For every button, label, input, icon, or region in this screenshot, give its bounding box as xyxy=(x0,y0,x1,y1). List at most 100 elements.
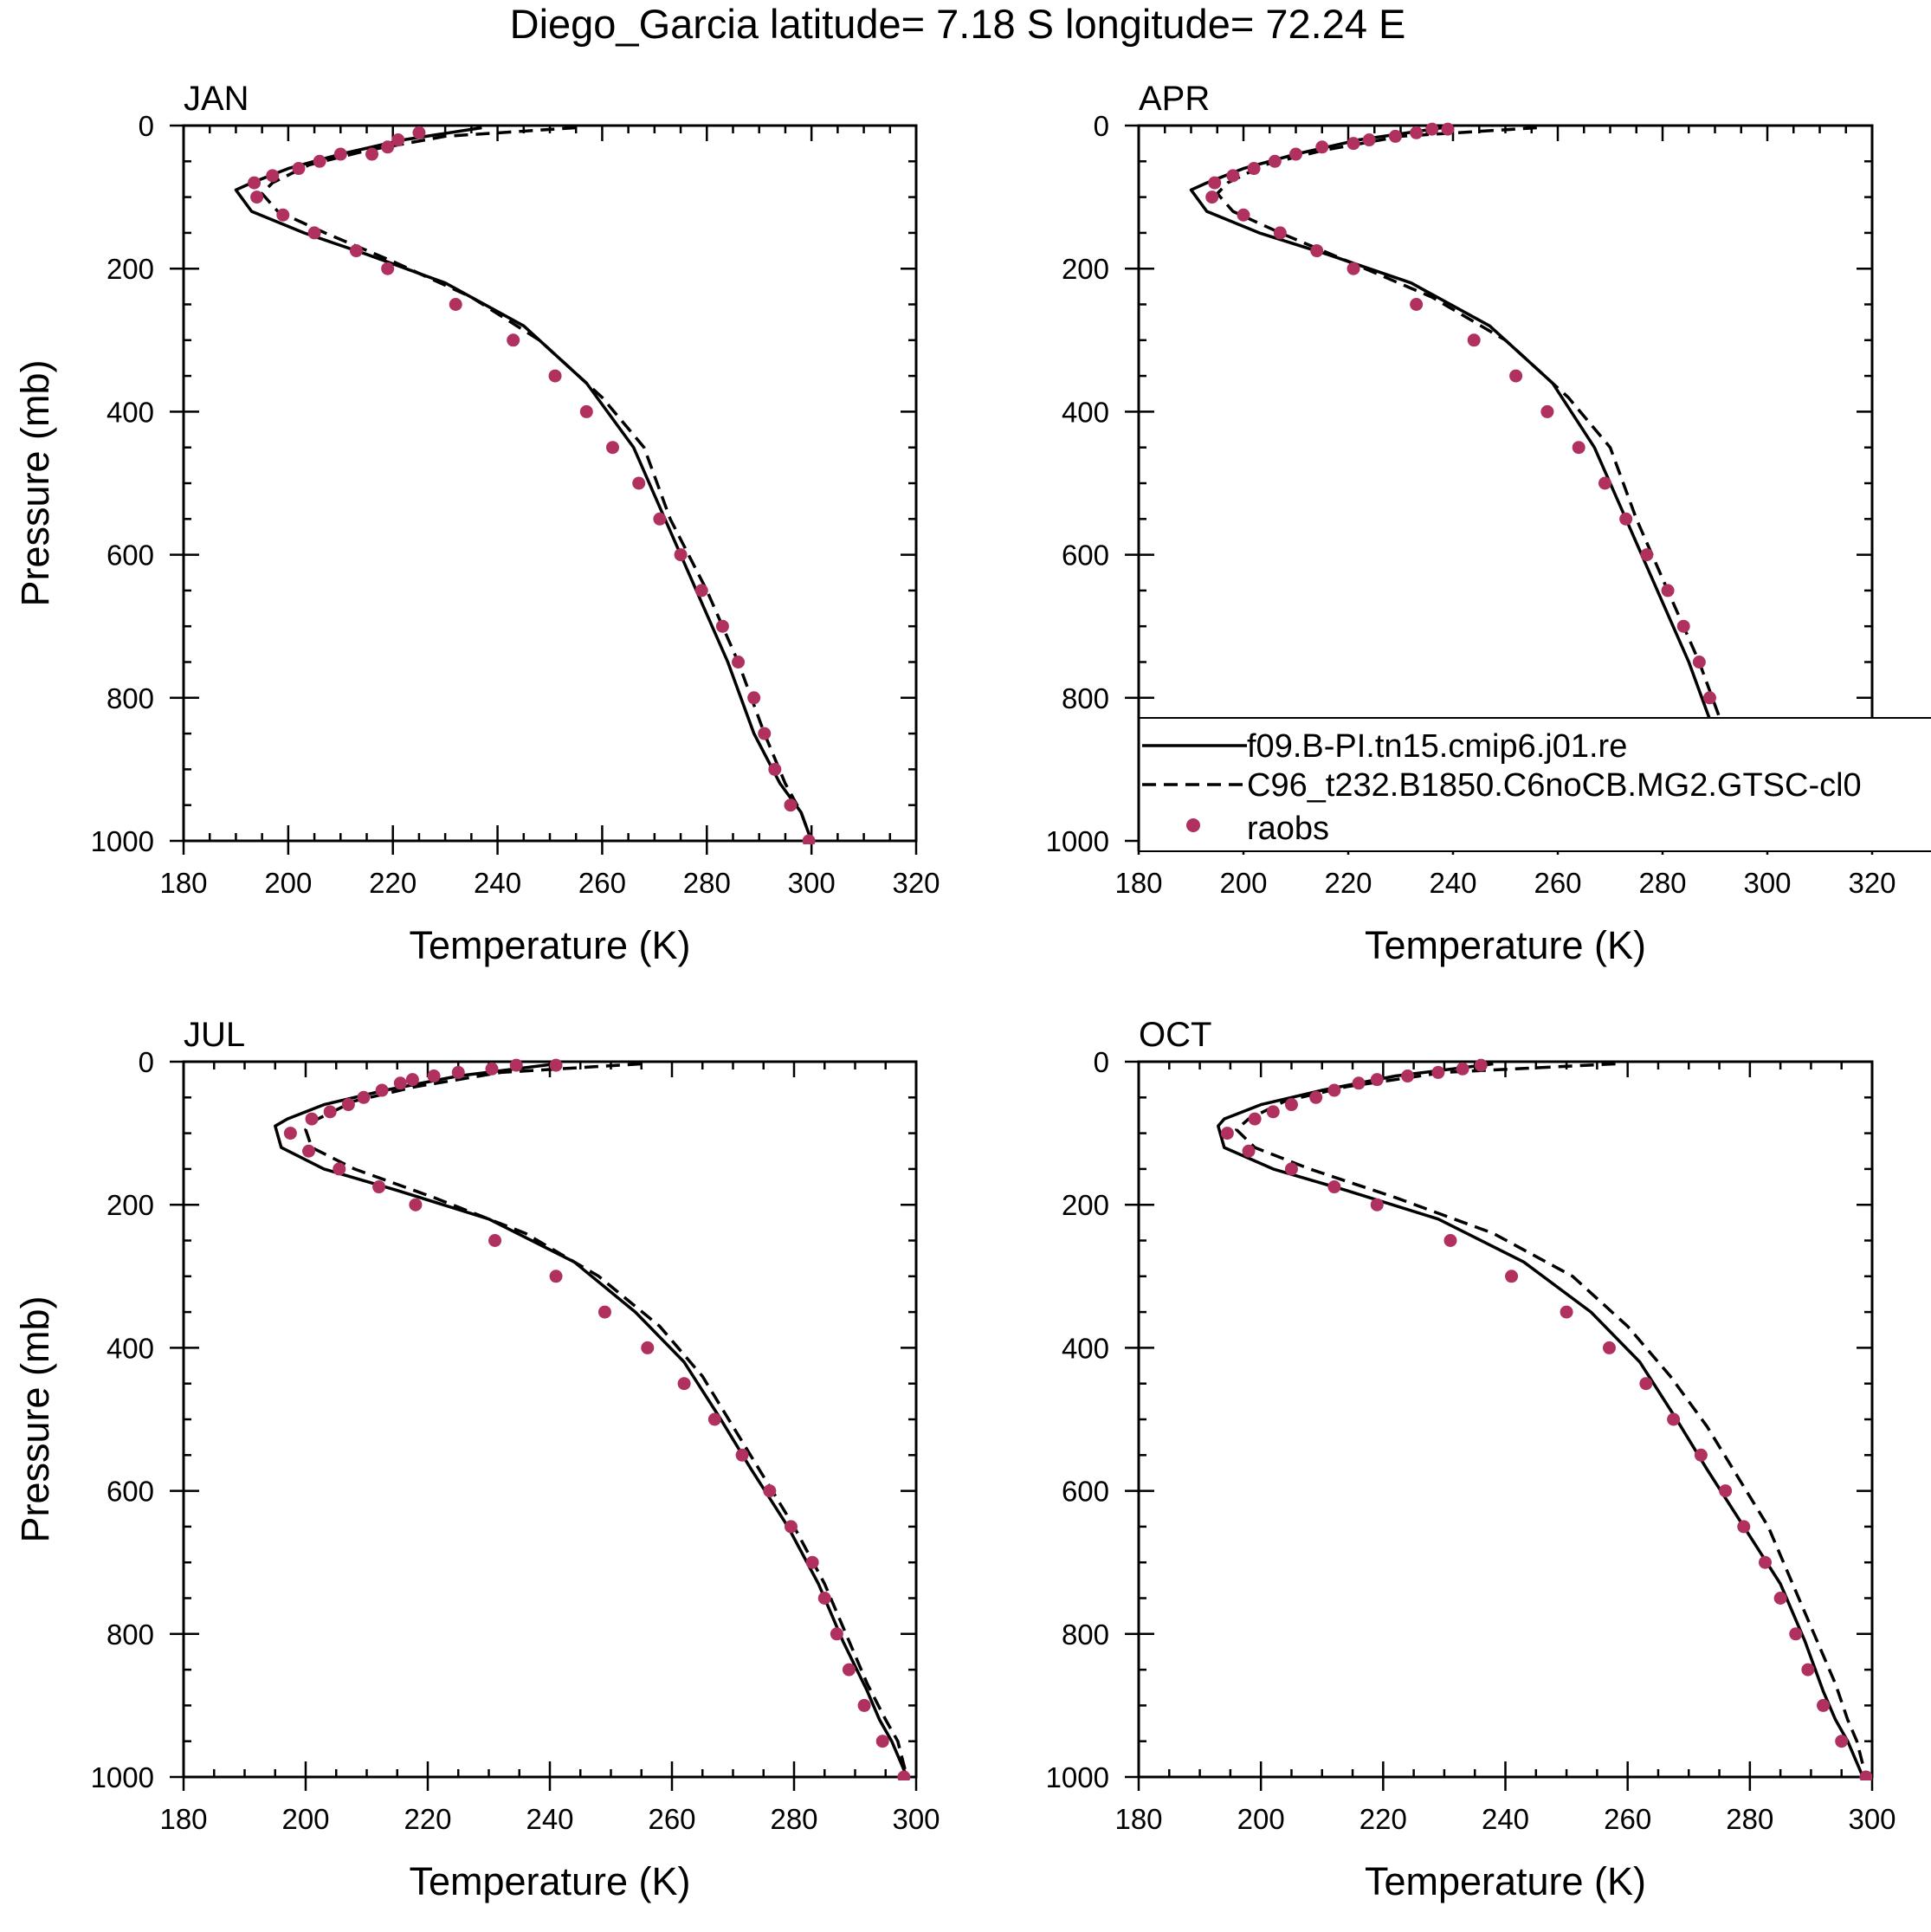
y-tick-label: 800 xyxy=(1062,1619,1109,1651)
legend-entry-label: f09.B-PI.tn15.cmip6.j01.re xyxy=(1247,728,1627,765)
y-tick-label: 0 xyxy=(139,1046,154,1078)
raobs-point xyxy=(875,1735,889,1748)
raobs-point xyxy=(817,1592,831,1605)
x-axis-label: Temperature (K) xyxy=(409,923,690,967)
raobs-point xyxy=(735,1448,749,1462)
y-tick-label: 800 xyxy=(107,1619,154,1651)
series-group xyxy=(274,1058,911,1780)
x-tick-label: 320 xyxy=(1848,867,1895,899)
panel-jul: JUL 180 200 220 240 260 280 300 0 200 400 600 800 100… xyxy=(13,1016,940,1903)
x-tick-label: 200 xyxy=(1219,867,1267,899)
raobs-point xyxy=(409,1198,423,1212)
raobs-point xyxy=(349,244,363,258)
y-tick-label: 0 xyxy=(1094,1046,1109,1078)
raobs-point xyxy=(1310,244,1324,258)
raobs-point xyxy=(1443,1234,1457,1247)
raobs-point xyxy=(1370,1198,1384,1212)
raobs-point xyxy=(1702,691,1716,705)
raobs-point xyxy=(292,162,306,176)
raobs-point xyxy=(1474,1058,1488,1072)
raobs-point xyxy=(1572,441,1585,455)
panel-apr: APR 180 200 220 240 260 280 300 320 0 200 400 600 800… xyxy=(1046,80,1931,967)
x-axis-label: Temperature (K) xyxy=(1365,1859,1646,1903)
raobs-point xyxy=(1401,1069,1415,1083)
raobs-point xyxy=(549,1270,563,1283)
raobs-point xyxy=(323,1105,337,1119)
x-tick-label: 240 xyxy=(526,1803,573,1835)
series-group xyxy=(1217,1058,1872,1780)
raobs-point xyxy=(1327,1180,1341,1194)
raobs-point xyxy=(449,298,462,311)
model-line-dashed xyxy=(260,126,813,842)
raobs-point xyxy=(1327,1083,1341,1097)
panel-label: JAN xyxy=(184,80,249,118)
model-line-solid xyxy=(274,1062,909,1778)
raobs-point xyxy=(1362,133,1376,147)
x-tick-label: 260 xyxy=(1604,1803,1651,1835)
y-tick-label: 400 xyxy=(107,396,154,428)
y-tick-label: 200 xyxy=(107,253,154,285)
x-tick-label: 200 xyxy=(1237,1803,1285,1835)
y-tick-label: 400 xyxy=(1062,1332,1109,1364)
raobs-point xyxy=(276,208,290,222)
x-tick-label: 220 xyxy=(1324,867,1372,899)
x-tick-label: 280 xyxy=(1726,1803,1773,1835)
raobs-point xyxy=(1347,137,1360,151)
raobs-point xyxy=(1352,1076,1366,1090)
x-tick-label: 220 xyxy=(369,867,417,899)
y-tick-label: 600 xyxy=(1062,540,1109,572)
y-tick-label: 1000 xyxy=(1046,825,1109,857)
raobs-point xyxy=(381,140,395,154)
raobs-point xyxy=(381,262,395,275)
figure-title: Diego_Garcia latitude= 7.18 S longitude=… xyxy=(510,1,1406,47)
raobs-point xyxy=(1247,162,1261,176)
raobs-point xyxy=(1237,208,1250,222)
x-tick-label: 240 xyxy=(474,867,521,899)
raobs-point xyxy=(1226,169,1240,183)
panel-oct: OCT 180 200 220 240 260 280 300 0 200 400 600 800 100… xyxy=(1046,1016,1896,1903)
raobs-point xyxy=(857,1698,871,1712)
raobs-point xyxy=(1242,1144,1256,1158)
x-axis-label: Temperature (K) xyxy=(1365,923,1646,967)
raobs-point xyxy=(357,1090,371,1104)
raobs-point xyxy=(1694,1448,1708,1462)
raobs-point xyxy=(1505,1270,1519,1283)
panel-jan: JAN 180 200 220 240 260 280 300 320 0 200 400 600 800… xyxy=(13,80,940,967)
raobs-point xyxy=(784,1520,798,1534)
x-tick-label: 240 xyxy=(1429,867,1476,899)
raobs-point xyxy=(1431,1065,1445,1079)
raobs-point xyxy=(677,1377,691,1391)
x-tick-label: 280 xyxy=(770,1803,817,1835)
legend-entry-label: C96_t232.B1850.C6noCB.MG2.GTSC-cl0 xyxy=(1247,767,1862,804)
raobs-point xyxy=(372,1180,386,1194)
raobs-point xyxy=(1205,191,1219,204)
x-tick-label: 240 xyxy=(1482,1803,1529,1835)
x-tick-label: 180 xyxy=(1114,867,1162,899)
raobs-point xyxy=(393,1076,407,1090)
raobs-point xyxy=(1441,122,1455,136)
x-tick-label: 260 xyxy=(578,867,626,899)
y-tick-label: 600 xyxy=(1062,1476,1109,1508)
raobs-point xyxy=(1309,1090,1323,1104)
raobs-point xyxy=(707,1412,721,1426)
raobs-point xyxy=(1602,1341,1616,1354)
raobs-point xyxy=(1284,1098,1298,1112)
raobs-point xyxy=(1540,404,1554,418)
y-axis-label: Pressure (mb) xyxy=(13,359,57,606)
raobs-point xyxy=(485,1062,499,1076)
raobs-point xyxy=(1676,619,1690,633)
raobs-point xyxy=(1284,1162,1298,1176)
raobs-point xyxy=(1859,1770,1872,1780)
raobs-point xyxy=(1347,262,1360,275)
y-tick-label: 200 xyxy=(1062,1189,1109,1221)
raobs-point xyxy=(1639,1377,1653,1391)
raobs-point xyxy=(1289,147,1302,161)
raobs-point xyxy=(1410,298,1424,311)
raobs-point xyxy=(1266,1105,1280,1119)
raobs-point xyxy=(1758,1555,1772,1569)
x-tick-label: 180 xyxy=(159,867,207,899)
y-axis-label: Pressure (mb) xyxy=(13,1296,57,1542)
raobs-point xyxy=(1467,333,1481,347)
raobs-point xyxy=(597,1305,611,1319)
raobs-point xyxy=(1273,226,1287,240)
